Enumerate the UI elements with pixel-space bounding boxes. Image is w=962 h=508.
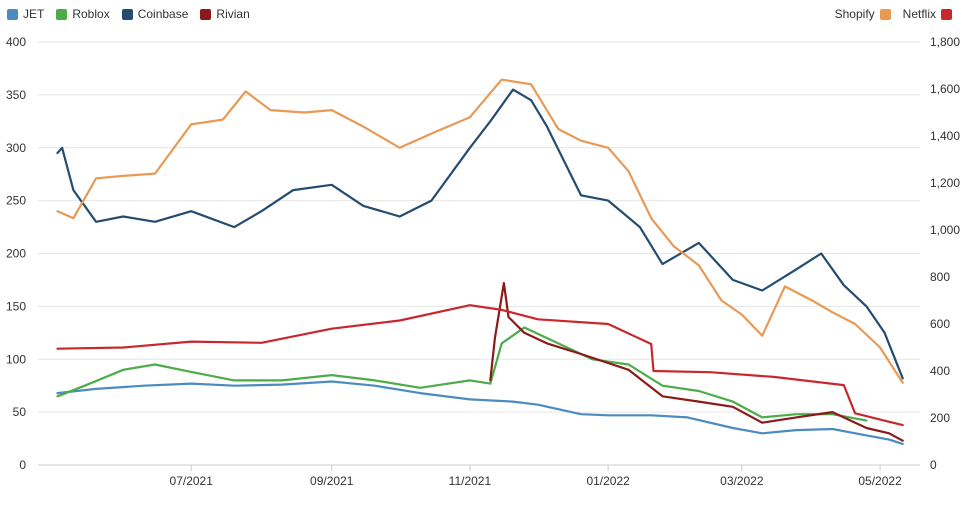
y-right-tick-label: 0 <box>930 458 937 472</box>
legend-item-coinbase[interactable]: Coinbase <box>121 7 189 21</box>
legend-label-shopify: Shopify <box>834 7 875 21</box>
y-left-tick-label: 100 <box>6 352 26 366</box>
series-line-shopify <box>56 78 904 384</box>
x-tick-label: 05/2022 <box>858 474 902 488</box>
legend-right: Shopify Netflix <box>835 7 952 21</box>
y-right-tick-label: 400 <box>930 364 950 378</box>
legend-item-jet[interactable]: JET <box>7 7 44 21</box>
legend-label-rivian: Rivian <box>216 7 250 21</box>
x-tick-label: 11/2021 <box>449 474 492 488</box>
legend-swatch-jet <box>7 8 18 20</box>
y-right-tick-label: 1,800 <box>930 35 960 49</box>
y-left-tick-label: 0 <box>19 458 26 472</box>
legend-item-roblox[interactable]: Roblox <box>56 7 110 21</box>
y-right-tick-label: 1,600 <box>930 82 960 96</box>
legend-item-rivian[interactable]: Rivian <box>200 7 250 21</box>
y-right-tick-label: 1,000 <box>930 223 960 237</box>
legend-item-shopify[interactable]: Shopify <box>835 7 891 21</box>
y-right-tick-label: 1,200 <box>930 176 960 190</box>
y-right-tick-label: 1,400 <box>930 129 960 143</box>
x-tick-label: 01/2022 <box>586 474 630 488</box>
series-line-rivian <box>489 282 904 442</box>
legend-label-coinbase: Coinbase <box>137 7 189 21</box>
series-line-coinbase <box>56 88 904 380</box>
y-left-tick-label: 200 <box>6 247 26 261</box>
y-left-tick-label: 350 <box>6 88 26 102</box>
legend-label-roblox: Roblox <box>72 7 110 21</box>
x-tick-label: 09/2021 <box>310 474 354 488</box>
x-tick-label: 07/2021 <box>170 474 214 488</box>
y-left-tick-label: 300 <box>6 141 26 155</box>
y-right-tick-label: 600 <box>930 317 950 331</box>
series-line-jet <box>56 380 904 445</box>
y-left-tick-label: 50 <box>13 405 27 419</box>
y-right-tick-label: 200 <box>930 411 950 425</box>
legend-swatch-roblox <box>56 8 68 20</box>
axes: 0 50 100 150 200 250 300 350 400 0 200 400 600 800 1,0… <box>6 35 960 488</box>
legend-left: JET Roblox Coinbase Rivian <box>7 7 250 21</box>
y-left-tick-label: 150 <box>6 299 26 313</box>
legend-swatch-shopify <box>879 8 891 20</box>
legend-swatch-coinbase <box>121 8 133 20</box>
legend-label-netflix: Netflix <box>902 7 936 21</box>
series-line-roblox <box>56 326 868 422</box>
y-left-tick-label: 250 <box>6 194 26 208</box>
legend-swatch-rivian <box>200 8 212 20</box>
x-tick-label: 03/2022 <box>720 474 764 488</box>
series-line-netflix <box>56 304 904 427</box>
y-right-tick-label: 800 <box>930 270 950 284</box>
series-lines <box>56 78 904 445</box>
gridlines <box>38 41 920 466</box>
legend-swatch-netflix <box>941 8 952 20</box>
legend-label-jet: JET <box>23 7 45 21</box>
legend-item-netflix[interactable]: Netflix <box>903 7 952 21</box>
y-left-tick-label: 400 <box>6 35 26 49</box>
